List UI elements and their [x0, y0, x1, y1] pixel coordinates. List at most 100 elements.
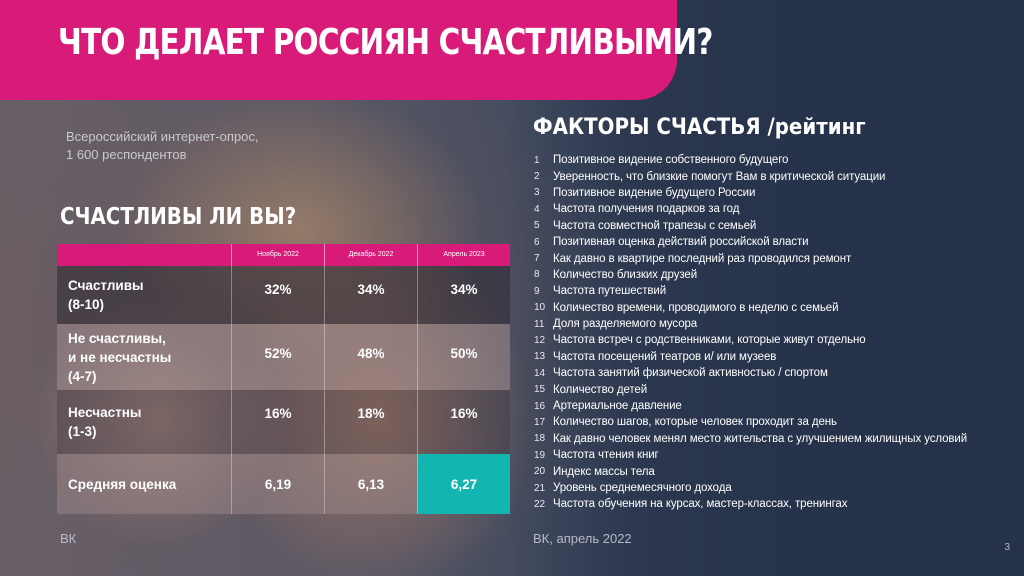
table-cell: 6,13 [324, 454, 417, 514]
factor-item: 11 Доля разделяемого мусора [534, 316, 1004, 332]
happiness-table: Ноябрь 2022 Декабрь 2022 Апрель 2023 Сча… [57, 244, 510, 514]
factor-text: Частота занятий физической активностью /… [553, 367, 828, 380]
factor-item: 5 Частота совместной трапезы с семьей [534, 218, 1004, 234]
table-cell: 50% [417, 324, 510, 390]
factor-text: Индекс массы тела [553, 465, 655, 478]
column-header: Апрель 2023 [417, 244, 510, 266]
factor-text: Позитивное видение будущего России [553, 186, 756, 199]
row-label-line: (1-3) [68, 424, 97, 439]
factor-number: 12 [534, 334, 546, 346]
highlighted-cell: 6,27 [417, 454, 510, 514]
source-right: ВК, апрель 2022 [533, 531, 632, 546]
factor-text: Количество детей [553, 383, 648, 396]
table-cell: 48% [324, 324, 417, 390]
factor-item: 7 Как давно в квартире последний раз пров… [534, 250, 1004, 266]
factor-number: 5 [534, 220, 540, 232]
factor-item: 14 Частота занятий физической активностью… [534, 365, 1004, 381]
factor-item: 8 Количество близких друзей [534, 267, 1004, 283]
survey-info-line: Всероссийский интернет-опрос, [66, 129, 259, 144]
factor-text: Частота чтения книг [553, 449, 659, 462]
page-number: 3 [1004, 542, 1010, 553]
factor-number: 16 [534, 400, 546, 412]
factor-number: 11 [534, 318, 545, 330]
factor-number: 19 [534, 449, 546, 461]
factor-text: Уверенность, что близкие помогут Вам в к… [553, 170, 886, 183]
table-row: Несчастны (1-3) 16% 18% 16% [57, 390, 510, 454]
column-header: Декабрь 2022 [324, 244, 417, 266]
factor-item: 3 Позитивное видение будущего России [534, 185, 1004, 201]
factor-text: Позитивное видение собственного будущего [553, 154, 789, 167]
factor-number: 14 [534, 367, 546, 379]
factor-number: 4 [534, 203, 540, 215]
factors-list: 1 Позитивное видение собственного будущег… [534, 152, 1004, 513]
factor-item: 21 Уровень среднемесячного дохода [534, 480, 1004, 496]
row-label: Не счастливы, и не несчастны (4-7) [57, 329, 231, 386]
factor-text: Уровень среднемесячного дохода [553, 482, 732, 494]
table-cell: 6,19 [231, 454, 324, 514]
table-cell: 16% [231, 390, 324, 454]
factor-item: 6 Позитивная оценка действий российской в… [534, 234, 1004, 250]
factor-number: 20 [534, 466, 546, 478]
factor-number: 7 [534, 253, 540, 265]
factor-item: 1 Позитивное видение собственного будущег… [534, 152, 1004, 168]
factor-item: 10 Количество времени, проводимого в неде… [534, 300, 1004, 316]
row-label-line: и не несчастны [68, 349, 172, 365]
factor-item: 12 Частота встреч с родственниками, котор… [534, 332, 1004, 348]
factor-text: Позитивная оценка действий российской вл… [553, 236, 809, 249]
table-cell: 52% [231, 324, 324, 390]
factor-number: 8 [534, 269, 540, 281]
survey-info-line: 1 600 респондентов [66, 147, 187, 162]
factor-text: Частота встреч с родственниками, которые… [553, 334, 866, 347]
factor-text: Частота посещений театров и/ или музеев [553, 350, 777, 363]
table-header: Ноябрь 2022 Декабрь 2022 Апрель 2023 [57, 244, 510, 266]
factor-text: Доля разделяемого мусора [553, 318, 698, 331]
row-label-line: Счастливы [68, 278, 144, 293]
table-cell: 32% [231, 266, 324, 324]
table-row-average: Средняя оценка 6,19 6,13 6,27 [57, 454, 510, 514]
factor-number: 9 [534, 285, 540, 297]
factor-number: 15 [534, 384, 546, 396]
factor-number: 17 [534, 416, 546, 428]
factor-item: 2 Уверенность, что близкие помогут Вам в … [534, 168, 1004, 184]
row-label-line: Средняя оценка [68, 476, 177, 492]
page-title: ЧТО ДЕЛАЕТ РОССИЯН СЧАСТЛИВЫМИ? [58, 22, 713, 63]
table-cell: 34% [324, 266, 417, 324]
factor-item: 15 Количество детей [534, 381, 1004, 397]
factor-text: Как давно человек менял место жительства… [553, 432, 968, 445]
factor-item: 4 Частота получения подарков за год [534, 201, 1004, 217]
column-header: Ноябрь 2022 [231, 244, 324, 266]
factor-number: 1 [534, 154, 540, 166]
factor-number: 13 [534, 351, 546, 363]
factor-item: 18 Как давно человек менял место жительст… [534, 431, 1004, 447]
factor-number: 10 [534, 302, 546, 314]
title-banner [0, 0, 677, 100]
row-label-line: (4-7) [68, 368, 97, 384]
factor-text: Как давно в квартире последний раз прово… [553, 252, 852, 265]
row-label-line: (8-10) [68, 297, 105, 312]
table-row: Счастливы (8-10) 32% 34% 34% [57, 266, 510, 324]
factor-number: 3 [534, 187, 540, 199]
factors-title: ФАКТОРЫ СЧАСТЬЯ /рейтинг [533, 115, 866, 140]
factor-text: Частота обучения на курсах, мастер-класс… [553, 498, 848, 511]
row-label: Счастливы (8-10) [57, 276, 231, 314]
table-row: Не счастливы, и не несчастны (4-7) 52% 4… [57, 324, 510, 390]
factor-text: Количество времени, проводимого в неделю… [553, 301, 839, 314]
factor-item: 9 Частота путешествий [534, 283, 1004, 299]
factor-number: 2 [534, 171, 540, 183]
factor-item: 20 Индекс массы тела [534, 463, 1004, 479]
row-label: Несчастны (1-3) [57, 403, 231, 441]
factor-text: Артериальное давление [553, 400, 682, 413]
factor-text: Количество близких друзей [553, 268, 698, 281]
factor-number: 6 [534, 236, 540, 248]
factor-text: Частота получения подарков за год [553, 203, 740, 216]
factor-text: Количество шагов, которые человек проход… [553, 416, 837, 429]
factor-number: 18 [534, 433, 546, 445]
source-left: ВК [60, 531, 77, 546]
factor-text: Частота совместной трапезы с семьей [553, 219, 757, 232]
factor-text: Частота путешествий [553, 285, 667, 298]
table-cell: 34% [417, 266, 510, 324]
happiness-title: СЧАСТЛИВЫ ЛИ ВЫ? [60, 204, 297, 230]
factor-item: 19 Частота чтения книг [534, 447, 1004, 463]
factor-item: 16 Артериальное давление [534, 398, 1004, 414]
factor-number: 21 [534, 482, 546, 494]
